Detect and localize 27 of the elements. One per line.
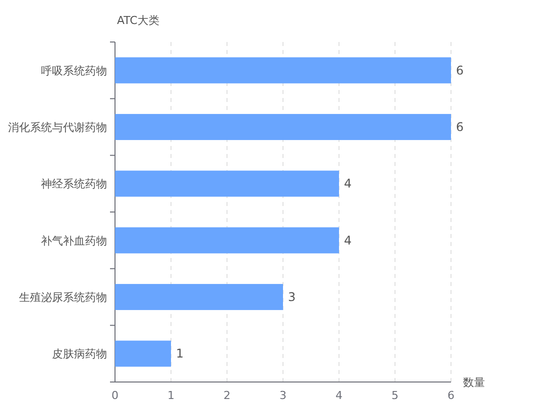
bar	[115, 284, 283, 310]
y-tick-label: 呼吸系统药物	[41, 64, 107, 78]
y-tick-label: 消化系统与代谢药物	[8, 121, 107, 134]
y-tick-label: 生殖泌尿系统药物	[19, 291, 107, 304]
y-tick-label: 皮肤病药物	[52, 348, 107, 361]
x-tick-label: 0	[112, 389, 118, 402]
data-label: 1	[176, 346, 184, 361]
x-tick-label: 5	[392, 389, 398, 402]
x-tick-label: 2	[224, 389, 230, 402]
x-tick-label: 3	[280, 389, 286, 402]
x-tick-label: 6	[448, 389, 454, 402]
data-label: 3	[288, 290, 296, 304]
y-tick-label: 补气补血药物	[41, 234, 107, 248]
x-tick-label: 1	[168, 389, 174, 402]
y-axis-title: ATC大类	[117, 14, 160, 27]
y-tick-label: 神经系统药物	[41, 178, 107, 191]
bar	[115, 227, 339, 254]
data-label: 6	[456, 120, 464, 134]
bar	[115, 57, 451, 84]
bar	[115, 170, 339, 197]
bar	[115, 114, 451, 140]
x-axis-title: 数量	[463, 376, 485, 389]
data-label: 4	[344, 233, 352, 248]
x-tick-label: 4	[336, 389, 342, 402]
data-label: 4	[344, 176, 352, 191]
data-label: 6	[456, 63, 464, 78]
bar	[115, 340, 171, 367]
